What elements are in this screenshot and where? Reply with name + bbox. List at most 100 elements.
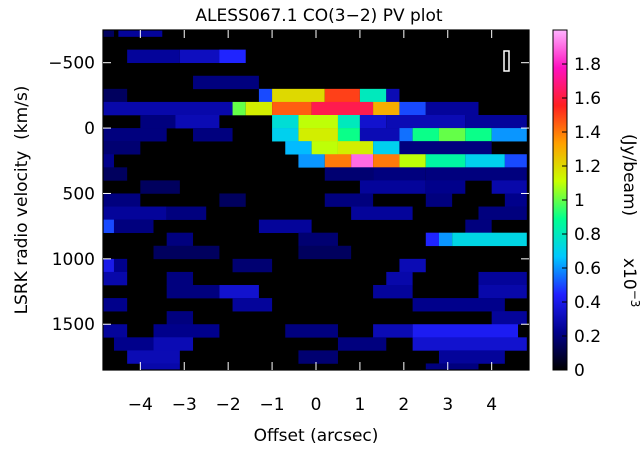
svg-text:x10−3: x10−3: [619, 258, 640, 307]
heatmap-cell: [153, 337, 194, 351]
x-tick-label: 1: [355, 395, 366, 415]
x-axis-ticks: −4 −3 −2 −1 0 1 2 3 4: [128, 30, 497, 415]
heatmap-cell: [103, 141, 141, 155]
heatmap-cell: [465, 219, 492, 233]
heatmap-cell: [219, 285, 259, 299]
heatmap-cell: [285, 324, 338, 338]
heatmap-cell: [219, 49, 246, 63]
heatmap-cell: [113, 219, 154, 233]
heatmap-cell: [103, 298, 128, 312]
heatmap-cell: [103, 219, 114, 233]
x-tick-label: −1: [260, 395, 285, 415]
heatmap-cell: [399, 258, 426, 273]
heatmap-cell: [127, 350, 180, 364]
colorbar-ticks: 0 0.2 0.4 0.6 0.8 1 1.2 1.4 1.6 1.8: [562, 55, 601, 381]
heatmap-cell: [166, 206, 207, 220]
x-axis-label: Offset (arcsec): [254, 426, 379, 446]
heatmap-cell: [219, 193, 246, 207]
heatmap-cell: [491, 180, 527, 194]
heatmap-cell: [465, 154, 505, 168]
heatmap-cell: [103, 258, 114, 273]
colorbar-tick-label: 1.6: [574, 89, 601, 109]
x-tick-label: −3: [172, 395, 197, 415]
x-tick-label: 0: [311, 395, 322, 415]
heatmap-cell: [399, 141, 492, 155]
heatmap-cell: [465, 128, 492, 142]
heatmap-cell: [425, 167, 527, 181]
heatmap-cell: [153, 245, 220, 260]
heatmap-cell: [298, 350, 338, 364]
heatmap-cell: [425, 193, 453, 207]
heatmap-cell: [166, 232, 194, 247]
colorbar-multiplier-base: x10: [619, 258, 639, 290]
heatmap-cell: [504, 154, 527, 168]
heatmap-cell: [491, 128, 527, 142]
colorbar-tick-label: 0.8: [574, 225, 601, 245]
heatmap-cell: [140, 180, 180, 194]
heatmap-cell: [113, 337, 154, 351]
heatmap-cell: [298, 115, 338, 129]
heatmap-cell: [386, 88, 400, 103]
heatmap-cell: [412, 324, 519, 338]
heatmap-cell: [272, 88, 325, 103]
heatmap-cell: [438, 232, 453, 247]
heatmap-cell: [478, 285, 527, 299]
x-tick-label: 2: [398, 395, 409, 415]
heatmap-cell: [311, 141, 338, 155]
x-tick-label: −2: [216, 395, 241, 415]
heatmap-cell: [359, 128, 400, 142]
heatmap-cell: [258, 219, 312, 233]
colorbar-multiplier: x10−3: [619, 258, 640, 307]
colorbar-tick-label: 0.6: [574, 259, 601, 279]
y-axis-label: LSRK radio velocity (km/s): [12, 86, 32, 315]
heatmap-cell: [298, 128, 338, 142]
heatmap-cell: [103, 193, 141, 207]
heatmap-cell: [337, 141, 374, 155]
pv-heatmap: [103, 30, 529, 370]
heatmap-cell: [298, 232, 338, 247]
colorbar-tick-label: 1.4: [574, 123, 601, 143]
heatmap-cell: [258, 88, 273, 103]
heatmap-cell: [324, 88, 360, 103]
heatmap-cell: [412, 337, 527, 351]
heatmap-cell: [373, 167, 426, 181]
chart-title: ALESS067.1 CO(3−2) PV plot: [195, 6, 442, 26]
beam-marker: [503, 50, 510, 72]
heatmap-cell: [175, 115, 220, 129]
heatmap-cell: [103, 30, 114, 37]
heatmap-cell: [373, 101, 400, 116]
heatmap-cell: [113, 258, 128, 273]
heatmap-cell: [103, 88, 128, 103]
heatmap-cell: [232, 298, 273, 312]
heatmap-cell: [373, 324, 413, 338]
heatmap-cell: [351, 154, 374, 168]
heatmap-cell: [351, 206, 413, 220]
heatmap-cell: [465, 115, 527, 129]
heatmap-cell: [166, 285, 220, 299]
heatmap-cell: [103, 206, 167, 220]
heatmap-cell: [438, 350, 505, 364]
heatmap-cell: [298, 245, 352, 260]
heatmap-cell: [298, 154, 325, 168]
heatmap-cell: [359, 88, 387, 103]
heatmap-cell: [193, 128, 233, 142]
heatmap-cell: [272, 128, 299, 142]
colorbar-tick-label: 1.2: [574, 157, 601, 177]
heatmap-cell: [425, 232, 439, 247]
colorbar-tick-label: 0: [574, 361, 585, 381]
heatmap-cell: [337, 128, 360, 142]
heatmap-cell: [127, 49, 180, 63]
x-tick-label: 4: [486, 395, 497, 415]
heatmap-cell: [103, 154, 114, 168]
heatmap-cell: [425, 363, 479, 370]
colorbar-label: (Jy/beam): [619, 134, 639, 216]
heatmap-cell: [103, 167, 128, 181]
heatmap-cell: [103, 324, 128, 338]
y-tick-label: 0: [84, 119, 95, 139]
heatmap-cell: [373, 285, 413, 299]
heatmap-cell: [103, 271, 128, 286]
heatmap-cell: [412, 128, 439, 142]
colorbar-tick-label: 1: [574, 191, 585, 211]
heatmap-cell: [103, 128, 167, 142]
